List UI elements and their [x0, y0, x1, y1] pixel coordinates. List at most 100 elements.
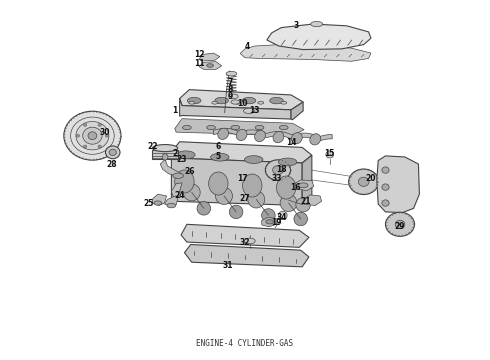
Ellipse shape	[83, 127, 102, 144]
Polygon shape	[303, 195, 321, 206]
Ellipse shape	[105, 146, 120, 159]
Polygon shape	[262, 217, 278, 227]
Text: 23: 23	[177, 155, 187, 164]
Ellipse shape	[395, 220, 405, 228]
Text: 7: 7	[228, 78, 233, 87]
Ellipse shape	[83, 123, 87, 126]
Polygon shape	[199, 53, 220, 61]
Text: 6: 6	[216, 142, 221, 151]
Ellipse shape	[76, 134, 79, 137]
Ellipse shape	[105, 134, 109, 137]
Ellipse shape	[183, 184, 200, 201]
Polygon shape	[294, 180, 314, 191]
Text: ENGINE-4 CYLINDER-GAS: ENGINE-4 CYLINDER-GAS	[196, 339, 294, 348]
Ellipse shape	[242, 98, 256, 104]
Ellipse shape	[280, 194, 297, 212]
Polygon shape	[291, 102, 303, 120]
Ellipse shape	[258, 101, 264, 104]
Ellipse shape	[98, 123, 101, 126]
Ellipse shape	[211, 153, 229, 161]
Polygon shape	[175, 119, 304, 136]
Text: 19: 19	[271, 218, 282, 227]
Polygon shape	[152, 150, 178, 159]
Ellipse shape	[83, 145, 87, 148]
Text: 15: 15	[324, 149, 335, 158]
Text: 3: 3	[293, 21, 298, 30]
Ellipse shape	[266, 220, 273, 224]
Text: 21: 21	[300, 197, 311, 206]
Ellipse shape	[175, 170, 194, 193]
Ellipse shape	[197, 202, 211, 215]
Polygon shape	[152, 194, 167, 206]
Ellipse shape	[109, 149, 117, 156]
Text: 18: 18	[276, 165, 287, 174]
Text: 8: 8	[228, 85, 233, 94]
Ellipse shape	[382, 167, 389, 173]
Ellipse shape	[311, 21, 323, 27]
Ellipse shape	[358, 177, 369, 186]
Ellipse shape	[298, 183, 308, 188]
Text: 27: 27	[240, 194, 250, 203]
Polygon shape	[181, 224, 309, 247]
Ellipse shape	[326, 151, 334, 158]
Ellipse shape	[189, 101, 195, 104]
Ellipse shape	[248, 191, 265, 208]
Ellipse shape	[187, 98, 201, 104]
Ellipse shape	[215, 98, 228, 104]
Ellipse shape	[255, 125, 264, 130]
Ellipse shape	[167, 203, 176, 208]
Polygon shape	[180, 99, 291, 119]
Polygon shape	[302, 155, 312, 206]
Text: 17: 17	[237, 174, 248, 183]
Ellipse shape	[255, 130, 266, 141]
Polygon shape	[267, 24, 371, 50]
Text: 22: 22	[147, 142, 158, 151]
Ellipse shape	[209, 172, 228, 195]
Polygon shape	[172, 183, 182, 197]
Text: 32: 32	[240, 238, 250, 247]
Text: 29: 29	[395, 221, 405, 230]
Ellipse shape	[244, 108, 254, 113]
Polygon shape	[199, 62, 222, 69]
Ellipse shape	[226, 71, 237, 76]
Ellipse shape	[243, 174, 262, 197]
Ellipse shape	[296, 198, 310, 212]
Text: 4: 4	[245, 41, 250, 50]
Ellipse shape	[272, 166, 283, 175]
Ellipse shape	[279, 125, 288, 130]
Ellipse shape	[162, 154, 168, 160]
Polygon shape	[172, 152, 302, 206]
Text: 25: 25	[143, 198, 153, 207]
Ellipse shape	[98, 145, 101, 148]
Ellipse shape	[245, 238, 255, 244]
Ellipse shape	[386, 212, 415, 237]
Ellipse shape	[173, 173, 183, 179]
Ellipse shape	[154, 201, 162, 205]
Polygon shape	[184, 244, 309, 267]
Ellipse shape	[64, 111, 121, 160]
Text: 33: 33	[271, 174, 282, 183]
Ellipse shape	[216, 188, 232, 204]
Ellipse shape	[281, 101, 287, 104]
Text: 2: 2	[172, 149, 177, 158]
Ellipse shape	[245, 156, 263, 163]
Polygon shape	[214, 128, 332, 141]
Ellipse shape	[278, 211, 287, 220]
Ellipse shape	[292, 132, 302, 144]
Text: 16: 16	[291, 183, 301, 192]
Text: 9: 9	[228, 92, 233, 101]
Ellipse shape	[212, 101, 218, 104]
Ellipse shape	[231, 125, 240, 130]
Ellipse shape	[262, 209, 275, 222]
Polygon shape	[172, 142, 312, 163]
Ellipse shape	[229, 205, 243, 219]
Ellipse shape	[228, 94, 238, 99]
Ellipse shape	[231, 100, 240, 104]
Polygon shape	[165, 196, 178, 206]
Text: 1: 1	[172, 107, 177, 116]
Ellipse shape	[218, 128, 229, 139]
Ellipse shape	[207, 64, 214, 67]
Ellipse shape	[266, 160, 291, 180]
Polygon shape	[180, 90, 303, 110]
Ellipse shape	[182, 125, 191, 130]
